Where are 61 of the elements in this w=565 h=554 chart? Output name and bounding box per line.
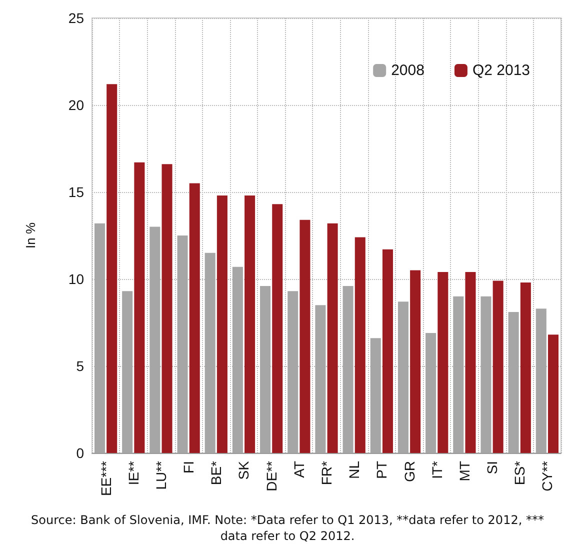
x-tick-label: FR* [318, 460, 334, 486]
y-tick-label: 0 [76, 445, 84, 461]
bar [438, 272, 448, 453]
y-tick-label: 25 [68, 10, 84, 26]
x-tick-label: MT [456, 460, 472, 482]
x-tick-label: BE* [208, 460, 224, 486]
bar [204, 252, 216, 453]
y-tick-label: 10 [68, 271, 84, 287]
y-tick-label: 5 [76, 358, 84, 374]
bar [94, 223, 106, 453]
x-tick-label: EE*** [98, 460, 114, 496]
bar [465, 272, 476, 453]
bar [260, 286, 271, 453]
bar [189, 183, 200, 453]
bar [426, 332, 436, 453]
bar [536, 308, 546, 453]
bar [288, 291, 298, 453]
bar [492, 280, 504, 453]
bar [177, 236, 188, 453]
legend-label: 2008 [391, 62, 424, 79]
bar [122, 291, 133, 453]
bar [134, 162, 145, 453]
bar [106, 84, 118, 453]
legend-label: Q2 2013 [472, 62, 530, 79]
y-tick-label: 20 [68, 97, 84, 113]
bar [342, 286, 354, 453]
bar [548, 334, 559, 453]
bar [327, 223, 338, 453]
x-tick-label: FI [180, 461, 197, 474]
bar [410, 270, 421, 453]
x-tick-label: PT [374, 460, 390, 479]
bar [162, 164, 172, 453]
bar [216, 195, 228, 453]
bar [300, 220, 310, 453]
bar [272, 204, 283, 453]
bar [315, 305, 326, 453]
y-axis-title: In % [23, 222, 38, 249]
x-tick-label: AT [290, 460, 307, 478]
x-tick-label: GR [401, 461, 418, 482]
bar [354, 237, 366, 453]
x-tick-label: DE** [263, 460, 280, 492]
bar [244, 195, 256, 453]
x-tick-label: SK [236, 460, 252, 480]
x-tick-label: IT* [428, 460, 445, 479]
bar [398, 302, 408, 453]
x-tick-label: NL [346, 460, 362, 479]
bar [453, 296, 464, 453]
x-tick-label: LU** [152, 460, 169, 490]
bar [480, 296, 492, 453]
bar [508, 312, 519, 453]
bar [370, 338, 381, 453]
x-tick-label: ES* [512, 460, 528, 486]
x-tick-label: CY** [539, 460, 556, 492]
bar [150, 226, 160, 453]
y-tick-label: 15 [68, 184, 84, 200]
bar [232, 266, 243, 453]
source-note: Source: Bank of Slovenia, IMF. Note: *Data refer to Q1 2013, **data refer to 2012, *** data refer to Q2 2012. [30, 512, 545, 544]
bar [382, 249, 393, 453]
bar [520, 282, 531, 453]
x-tick-label: IE** [125, 460, 142, 486]
x-tick-label: SI [484, 461, 500, 474]
